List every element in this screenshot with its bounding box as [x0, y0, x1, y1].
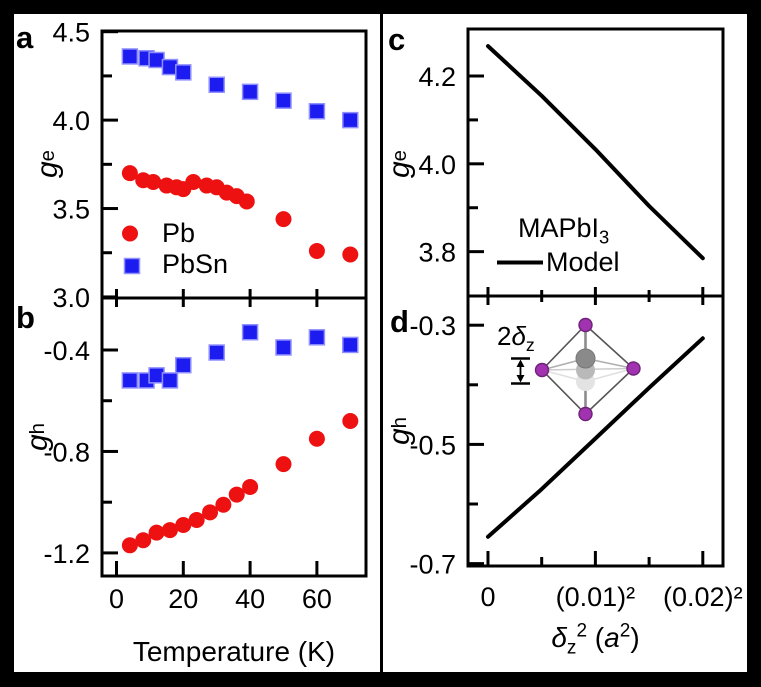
series-pb-point	[161, 522, 178, 539]
series-pb-point	[135, 532, 152, 549]
series-pb-point	[185, 174, 202, 191]
series-pb-point	[188, 511, 205, 528]
series-model-line	[486, 336, 705, 539]
panel-label-b: b	[16, 300, 35, 335]
panel-a: 4.5 4.0 3.5 3.0	[52, 18, 368, 313]
series-pbsn-point	[161, 372, 179, 389]
series-model-line	[486, 44, 705, 261]
x-axis-title-deltaz: δz2 (a2)	[551, 620, 640, 659]
x-tick-label: 60	[302, 584, 332, 614]
legend-a	[122, 225, 141, 275]
series-pbsn-point	[308, 103, 326, 120]
x-tick-label: 0	[109, 584, 124, 614]
figure-divider	[380, 14, 383, 672]
series-pbsn-point	[175, 356, 192, 374]
atom-center-dark	[575, 348, 596, 369]
legend-pbsn-marker-icon	[123, 257, 141, 275]
x-tick-label: 40	[235, 584, 265, 614]
y-tick-label: 4.5	[52, 18, 90, 48]
x-tick-label: (0.01)²	[556, 582, 636, 612]
panel-label-d: d	[390, 304, 409, 339]
legend-model-label: Model	[546, 247, 620, 277]
y-tick-label: -0.4	[43, 336, 90, 366]
y-tick-label: -0.7	[409, 550, 456, 580]
series-pb-point	[242, 478, 259, 495]
octahedron-inset-icon	[534, 317, 641, 422]
series-pb-point	[121, 537, 138, 554]
series-pbsn-point	[241, 323, 259, 341]
x-tick-label: 0	[480, 582, 495, 612]
series-pb-point	[215, 496, 232, 513]
panel-label-a: a	[16, 20, 34, 55]
series-pb-point	[308, 242, 325, 259]
series-pbsn-point	[175, 64, 192, 81]
legend-pb-label: Pb	[162, 218, 196, 248]
series-pbsn-point	[241, 83, 259, 101]
series-pbsn-point	[208, 344, 225, 361]
y-tick-label: 3.0	[52, 283, 90, 313]
y-tick-label: 3.8	[418, 238, 456, 268]
y-tick-label: -0.3	[409, 311, 456, 341]
series-pbsn-point	[342, 111, 359, 129]
x-tick-label: 20	[168, 584, 198, 614]
series-pb-point	[308, 430, 325, 447]
y-tick-label: 4.0	[52, 106, 90, 136]
series-pb-point	[275, 211, 292, 228]
panel-b: -0.4 -0.8 -1.2 0 20 40 60	[43, 296, 368, 614]
series-pbsn-point	[342, 336, 359, 354]
series-pbsn-point	[121, 48, 139, 65]
panel-label-c: c	[388, 22, 406, 57]
series-pbsn-point	[208, 76, 225, 94]
series-pb-point	[275, 456, 292, 473]
series-pbsn-point	[275, 92, 292, 109]
y-tick-label: 4.2	[418, 62, 456, 92]
panel-d: -0.3 -0.5 -0.7 0 (0.01)² (0.02)²	[409, 294, 743, 612]
series-pb-point	[145, 174, 162, 191]
series-pb-point	[121, 165, 138, 182]
series-pbsn-point	[275, 339, 292, 356]
series-pb-point	[238, 193, 255, 210]
series-pbsn-point	[121, 372, 139, 389]
series-pb-point	[175, 517, 192, 534]
series-pb-point	[202, 504, 219, 521]
inset-displacement-label: 2δz	[497, 321, 535, 356]
y-tick-label: 3.5	[52, 195, 90, 225]
series-pb-point	[342, 413, 359, 430]
legend-pbsn-label: PbSn	[162, 249, 229, 279]
series-pb-point	[148, 524, 165, 541]
series-pbsn-point	[308, 329, 326, 346]
x-tick-label: (0.02)²	[663, 582, 743, 612]
panel-c: 4.2 4.0 3.8	[418, 27, 725, 305]
displacement-arrow-icon	[511, 357, 530, 385]
series-pb-point	[342, 246, 359, 263]
legend-material-label: MAPbI3	[518, 213, 610, 248]
y-tick-label: -0.8	[43, 437, 90, 467]
x-axis-title-temperature: Temperature (K)	[132, 636, 336, 667]
y-tick-label: 4.0	[418, 150, 456, 180]
legend-pb-marker-icon	[122, 225, 138, 242]
series-pb-point	[228, 486, 245, 503]
y-tick-label: -0.5	[409, 430, 456, 460]
y-tick-label: -1.2	[43, 539, 90, 569]
halide-atoms	[534, 317, 641, 422]
